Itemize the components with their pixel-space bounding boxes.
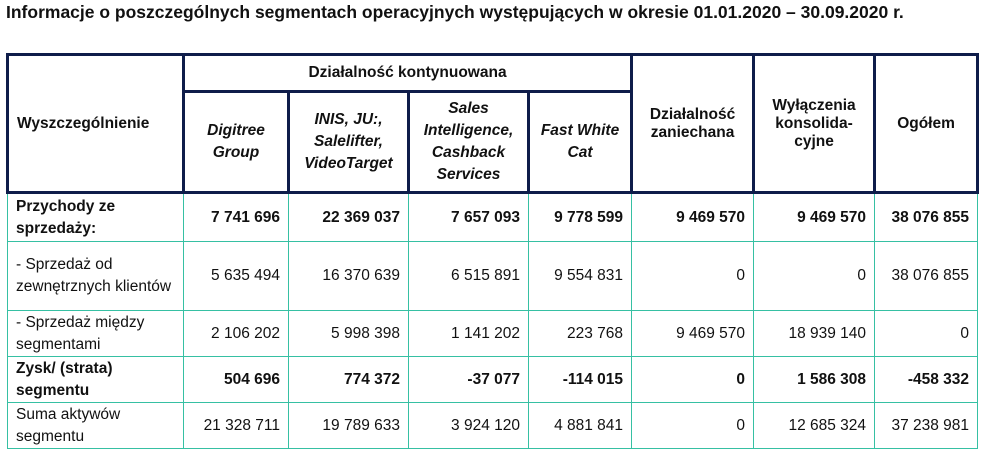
table-cell: 37 238 981 (874, 402, 979, 449)
table-cell: 6 515 891 (408, 241, 529, 311)
table-cell: 38 076 855 (874, 241, 979, 311)
table-cell: -114 015 (527, 356, 633, 403)
table-cell: 2 106 202 (183, 310, 289, 357)
table-cell: -458 332 (874, 356, 979, 403)
table-cell: 3 924 120 (408, 402, 529, 449)
table-cell: 774 372 (288, 356, 409, 403)
table-cell: 5 635 494 (183, 241, 289, 311)
table-cell: 7 657 093 (408, 192, 529, 242)
table-cell: 22 369 037 (288, 192, 409, 242)
table-cell: 0 (753, 241, 876, 311)
row-label: - Sprzedaż między segmentami (7, 310, 184, 357)
table-row: Suma aktywów segmentu 21 328 711 19 789 … (7, 402, 979, 449)
table-cell: 0 (874, 310, 979, 357)
table-cell: 38 076 855 (874, 192, 979, 242)
table-cell: 0 (631, 241, 755, 311)
table-cell: 0 (631, 402, 755, 449)
report-title: Informacje o poszczególnych segmentach o… (6, 2, 904, 22)
table-row: - Sprzedaż od zewnętrznych klientów 5 63… (7, 241, 979, 311)
segments-table: Wyszczególnienie Działalność kontynuowan… (6, 53, 980, 449)
table-cell: 12 685 324 (753, 402, 876, 449)
header-label: Wyszczególnienie (6, 53, 185, 194)
row-label: - Sprzedaż od zewnętrznych klientów (7, 241, 184, 311)
table-cell: 21 328 711 (183, 402, 289, 449)
table-cell: 19 789 633 (288, 402, 409, 449)
table-cell: 504 696 (183, 356, 289, 403)
table-row: Przychody ze sprzedaży: 7 741 696 22 369… (7, 192, 979, 242)
table-cell: 1 586 308 (753, 356, 876, 403)
header-segment: Digitree Group (182, 90, 290, 194)
table-cell: 7 741 696 (183, 192, 289, 242)
table-row: Zysk/ (strata) segmentu 504 696 774 372 … (7, 356, 979, 403)
table-cell: 9 778 599 (527, 192, 633, 242)
table-cell: -37 077 (408, 356, 529, 403)
row-label: Przychody ze sprzedaży: (7, 192, 184, 242)
table-cell: 9 469 570 (631, 192, 755, 242)
table-row: - Sprzedaż między segmentami 2 106 202 5… (7, 310, 979, 357)
table-cell: 9 469 570 (753, 192, 876, 242)
table-cell: 18 939 140 (753, 310, 876, 357)
header-discontinued: Działalność zaniechana (630, 53, 756, 194)
table-cell: 223 768 (527, 310, 633, 357)
table-cell: 9 469 570 (631, 310, 755, 357)
table-cell: 9 554 831 (527, 241, 633, 311)
table-cell: 5 998 398 (288, 310, 409, 357)
table-cell: 1 141 202 (408, 310, 529, 357)
table-cell: 0 (631, 356, 755, 403)
header-continued-operations: Działalność kontynuowana (181, 53, 634, 93)
header-eliminations: Wyłączenia konsolida-cyjne (752, 53, 877, 194)
table-cell: 4 881 841 (527, 402, 633, 449)
header-segment: Fast White Cat (526, 90, 634, 194)
header-segment: Sales Intelligence, Cashback Services (407, 90, 530, 194)
header-segment: INIS, JU:, Salelifter, VideoTarget (287, 90, 410, 194)
header-total: Ogółem (873, 53, 980, 194)
row-label: Zysk/ (strata) segmentu (7, 356, 184, 403)
row-label: Suma aktywów segmentu (7, 402, 184, 449)
table-cell: 16 370 639 (288, 241, 409, 311)
